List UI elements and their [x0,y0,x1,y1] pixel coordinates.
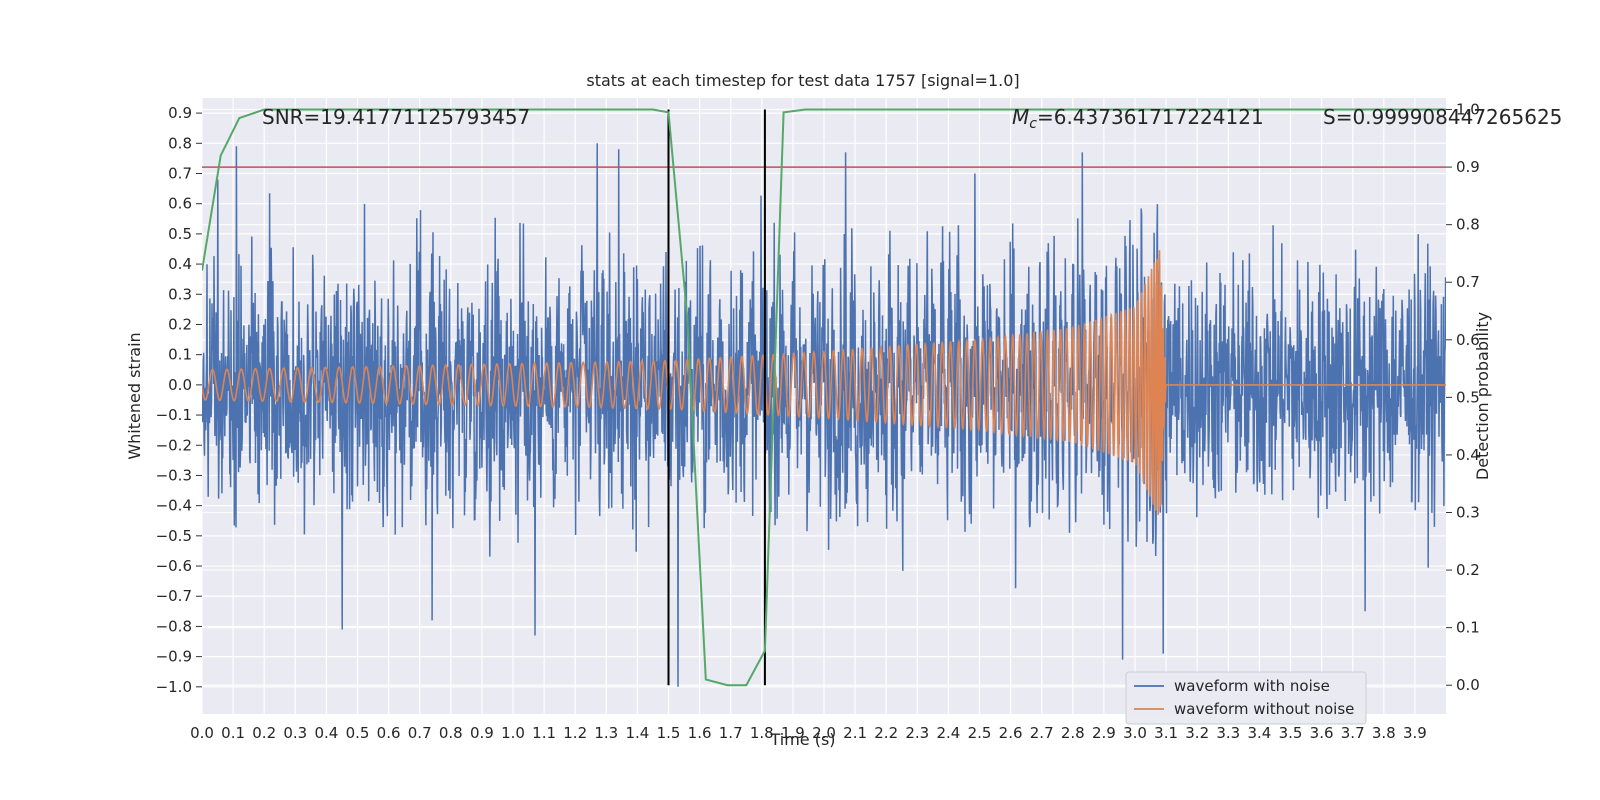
x-tick-label: 1.6 [688,724,712,742]
y-tick-label-left: −1.0 [156,678,192,696]
x-tick-label: 1.0 [501,724,525,742]
y-tick-label-left: −0.3 [156,466,192,484]
x-tick-label: 2.0 [812,724,836,742]
x-tick-label: 2.6 [999,724,1023,742]
x-tick-label: 0.3 [283,724,307,742]
x-tick-label: 0.8 [439,724,463,742]
y-tick-label-right: 0.9 [1456,158,1480,176]
x-tick-label: 1.1 [532,724,556,742]
y-tick-label-right: 0.1 [1456,619,1480,637]
chirp-mass-symbol: M [1012,105,1029,129]
x-tick-label: 0.5 [346,724,370,742]
legend-label-clean: waveform without noise [1174,700,1354,718]
y-tick-label-left: 0.2 [168,315,192,333]
left-y-axis-ticks: −1.0 −0.9 −0.8 −0.7 −0.6 −0.5 −0.4 −0.3 −0.2 −0.1… [156,104,202,696]
x-tick-label: 2.2 [874,724,898,742]
y-tick-label-right: 0.3 [1456,504,1480,522]
y-tick-label-left: −0.2 [156,436,192,454]
series-detection-probability [202,108,1446,687]
y-tick-label-left: 0.9 [168,104,192,122]
x-tick-label: 1.7 [719,724,743,742]
y-tick-label-left: 0.3 [168,285,192,303]
x-tick-label: 3.4 [1247,724,1271,742]
y-tick-label-right: 0.6 [1456,331,1480,349]
chirp-mass-subscript: c [1029,116,1037,132]
x-tick-label: 3.6 [1310,724,1334,742]
x-tick-label: 3.2 [1185,724,1209,742]
x-tick-label: 1.2 [563,724,587,742]
y-tick-label-right: 0.4 [1456,446,1480,464]
x-tick-label: 3.1 [1154,724,1178,742]
y-tick-label-left: −0.6 [156,557,192,575]
x-axis-ticks: 0.0 0.1 0.2 0.3 0.4 0.5 0.6 0.7 0.8 0.9 1.0 1.1 1.2 1… [190,724,1427,742]
y-tick-label-left: −0.8 [156,617,192,635]
y-tick-label-left: 0.0 [168,376,192,394]
legend: waveform with noise waveform without noi… [1125,671,1367,725]
y-tick-label-right: 0.7 [1456,273,1480,291]
y-axis-label-left: Whitened strain [125,332,144,459]
chirp-mass-annotation: Mc=6.437361717224121 [1012,105,1264,132]
x-tick-label: 3.7 [1341,724,1365,742]
series-waveform-with-noise [202,131,1446,687]
chirp-mass-value: =6.437361717224121 [1037,105,1264,129]
right-y-axis-ticks: 0.0 0.1 0.2 0.3 0.4 0.5 0.6 0.7 0.8 0.9 1.0 [1446,101,1480,694]
series-waveform-without-noise [202,250,1446,515]
x-tick-label: 1.8 [750,724,774,742]
x-tick-label: 0.6 [377,724,401,742]
x-tick-label: 3.9 [1403,724,1427,742]
x-tick-label: 0.0 [190,724,214,742]
x-tick-label: 3.3 [1216,724,1240,742]
y-tick-label-left: 0.1 [168,346,192,364]
y-tick-label-right: 0.8 [1456,216,1480,234]
x-tick-label: 2.5 [968,724,992,742]
x-tick-label: 2.3 [905,724,929,742]
y-axis-label-right: Detection probability [1473,312,1492,480]
snr-annotation: SNR=19.41771125793457 [262,105,530,129]
x-tick-label: 2.7 [1030,724,1054,742]
y-tick-label-left: 0.8 [168,134,192,152]
vertical-markers [667,109,766,686]
x-tick-label: 3.0 [1123,724,1147,742]
y-tick-label-left: −0.5 [156,527,192,545]
legend-label-noise: waveform with noise [1174,677,1330,695]
x-tick-label: 1.5 [657,724,681,742]
y-tick-label-right: 0.5 [1456,388,1480,406]
x-tick-label: 2.8 [1061,724,1085,742]
y-tick-label-left: −0.1 [156,406,192,424]
y-tick-label-left: −0.4 [156,497,192,515]
y-tick-label-left: 0.5 [168,225,192,243]
x-tick-label: 0.7 [408,724,432,742]
y-tick-label-right: 1.0 [1456,101,1480,119]
x-tick-label: 0.9 [470,724,494,742]
x-tick-label: 0.1 [221,724,245,742]
x-tick-label: 1.9 [781,724,805,742]
y-tick-label-left: −0.9 [156,648,192,666]
x-tick-label: 0.4 [314,724,338,742]
y-tick-label-left: −0.7 [156,587,192,605]
x-axis-label: Time (s) [769,730,835,749]
y-tick-label-left: 0.6 [168,195,192,213]
s-annotation: S=0.999908447265625 [1323,105,1562,129]
chart-title: stats at each timestep for test data 175… [586,71,1019,90]
x-tick-label: 3.8 [1372,724,1396,742]
y-tick-label-right: 0.2 [1456,561,1480,579]
x-tick-label: 1.4 [625,724,649,742]
x-tick-label: 3.5 [1279,724,1303,742]
y-tick-label-right: 0.0 [1456,676,1480,694]
x-tick-label: 0.2 [252,724,276,742]
x-tick-label: 2.9 [1092,724,1116,742]
y-tick-label-left: 0.7 [168,164,192,182]
y-tick-label-left: 0.4 [168,255,192,273]
x-tick-label: 2.1 [843,724,867,742]
x-tick-label: 1.3 [594,724,618,742]
x-tick-label: 2.4 [936,724,960,742]
